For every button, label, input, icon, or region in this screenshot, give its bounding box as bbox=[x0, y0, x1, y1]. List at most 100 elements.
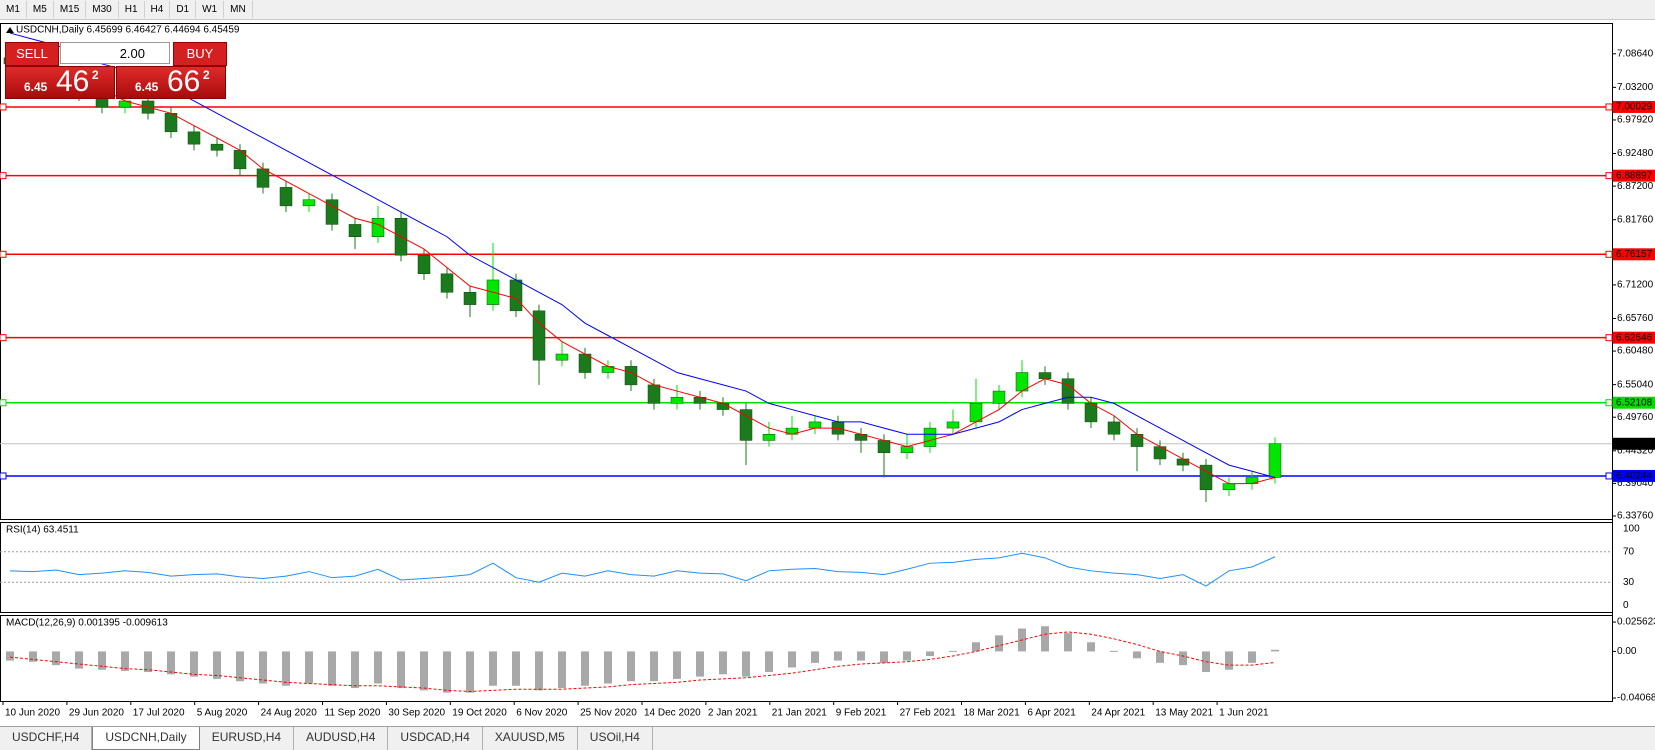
chart-tab[interactable]: USDCHF,H4 bbox=[0, 727, 93, 750]
level-handle bbox=[0, 103, 7, 111]
timeframe-button[interactable]: M15 bbox=[54, 1, 87, 18]
rsi-line bbox=[9, 552, 1276, 587]
macd-bar bbox=[719, 651, 727, 675]
macd-bar bbox=[535, 651, 543, 691]
level-handle bbox=[1605, 250, 1613, 258]
candle-body bbox=[1268, 443, 1282, 478]
macd-bar bbox=[121, 651, 129, 671]
macd-bar bbox=[1156, 651, 1164, 663]
x-tick-label: 17 Jul 2020 bbox=[133, 708, 185, 719]
chart-tab[interactable]: EURUSD,H4 bbox=[200, 727, 295, 750]
candle-body bbox=[624, 366, 638, 386]
level-handle bbox=[0, 250, 7, 258]
x-tick-label: 21 Jan 2021 bbox=[772, 708, 827, 719]
timeframe-button[interactable]: MN bbox=[224, 1, 253, 18]
macd-bar bbox=[282, 651, 290, 686]
x-tick-label: 14 Dec 2020 bbox=[644, 708, 701, 719]
timeframe-button[interactable]: W1 bbox=[196, 1, 225, 18]
chart-tab[interactable]: XAUUSD,M5 bbox=[483, 727, 578, 750]
y-tick-label: 6.92480 bbox=[1617, 148, 1654, 159]
macd-bar bbox=[857, 651, 865, 661]
macd-bar bbox=[627, 651, 635, 682]
timeframe-button[interactable]: M30 bbox=[86, 1, 119, 18]
x-tick-label: 1 Jun 2021 bbox=[1219, 708, 1269, 719]
level-handle bbox=[1605, 103, 1613, 111]
macd-bar bbox=[443, 651, 451, 693]
macd-bar bbox=[236, 651, 244, 682]
macd-bar bbox=[1179, 651, 1187, 666]
y-tick-label: 6.33760 bbox=[1617, 511, 1654, 522]
chart-tab[interactable]: USDCAD,H4 bbox=[388, 727, 483, 750]
price-label: 6.76157 bbox=[1616, 249, 1653, 260]
macd-bar bbox=[190, 651, 198, 677]
timeframe-button[interactable]: M1 bbox=[0, 1, 27, 18]
candle-body bbox=[302, 199, 316, 207]
rsi-tick-label: 30 bbox=[1623, 577, 1635, 588]
y-tick-label: 6.65760 bbox=[1617, 313, 1654, 324]
chart-tab[interactable]: AUDUSD,H4 bbox=[294, 727, 389, 750]
macd-bar bbox=[604, 651, 612, 684]
macd-bar bbox=[213, 651, 221, 679]
buy-price[interactable]: 6.45 66 2 bbox=[116, 65, 226, 99]
rsi-tick-label: 0 bbox=[1623, 600, 1629, 611]
x-tick-label: 24 Apr 2021 bbox=[1091, 708, 1145, 719]
y-tick-label: 6.49760 bbox=[1617, 412, 1654, 423]
macd-bar bbox=[1248, 651, 1256, 663]
chart-tab[interactable]: USDCNH,Daily bbox=[92, 727, 200, 750]
macd-bar bbox=[75, 651, 83, 669]
timeframe-button[interactable]: H1 bbox=[119, 1, 145, 18]
macd-bar bbox=[811, 651, 819, 663]
toolbar: M1 M5 M15 M30 H1 H4 D1 W1 MN bbox=[0, 0, 1655, 20]
candle-body bbox=[463, 292, 477, 305]
macd-bar bbox=[972, 642, 980, 652]
candle-body bbox=[1107, 421, 1121, 435]
buy-button[interactable]: BUY bbox=[173, 42, 227, 66]
macd-bar bbox=[420, 651, 428, 691]
candle-body bbox=[762, 434, 776, 441]
price-prefix: 6.45 bbox=[135, 80, 159, 94]
macd-bar bbox=[949, 650, 957, 652]
macd-bar bbox=[466, 651, 474, 693]
price-label: 7.00029 bbox=[1616, 102, 1653, 113]
macd-tick-label: 0.00 bbox=[1617, 646, 1637, 657]
level-handle bbox=[1605, 399, 1613, 407]
y-tick-label: 7.08640 bbox=[1617, 48, 1654, 59]
macd-bar bbox=[903, 651, 911, 661]
price-label-box bbox=[1613, 169, 1655, 182]
price-sup: 2 bbox=[92, 68, 99, 82]
macd-bar bbox=[52, 651, 60, 666]
x-tick-label: 6 Nov 2020 bbox=[516, 708, 568, 719]
timeframe-button[interactable]: D1 bbox=[170, 1, 197, 18]
candle-body bbox=[670, 396, 684, 404]
level-handle bbox=[0, 472, 7, 480]
price-big: 46 bbox=[56, 65, 90, 98]
rsi-tick-label: 70 bbox=[1623, 546, 1635, 557]
candle-body bbox=[739, 409, 753, 441]
candle-body bbox=[946, 421, 960, 429]
y-tick-label: 6.55040 bbox=[1617, 379, 1654, 390]
macd-bar bbox=[6, 651, 14, 661]
macd-bar bbox=[144, 651, 152, 673]
chart-tab[interactable]: USOil,H4 bbox=[578, 727, 653, 750]
sell-price[interactable]: 6.45 46 2 bbox=[5, 65, 115, 99]
y-tick-label: 6.97920 bbox=[1617, 115, 1654, 126]
candle-body bbox=[877, 440, 891, 454]
macd-bar bbox=[512, 651, 520, 686]
panel-frame bbox=[0, 522, 1613, 613]
candle-body bbox=[210, 143, 224, 151]
candle-body bbox=[532, 310, 546, 361]
level-handle bbox=[1605, 172, 1613, 180]
timeframe-button[interactable]: M5 bbox=[27, 1, 54, 18]
candle-body bbox=[279, 187, 293, 207]
macd-tick-label: 0.025623 bbox=[1617, 617, 1655, 628]
macd-bar bbox=[765, 651, 773, 673]
sell-button[interactable]: SELL bbox=[5, 42, 59, 66]
candle-body bbox=[808, 421, 822, 429]
macd-bar bbox=[650, 651, 658, 682]
x-tick-label: 5 Aug 2020 bbox=[197, 708, 248, 719]
lots-input[interactable]: 2.00 bbox=[60, 42, 170, 64]
timeframe-button[interactable]: H4 bbox=[145, 1, 171, 18]
price-sup: 2 bbox=[203, 68, 210, 82]
price-label-box bbox=[1613, 331, 1655, 344]
